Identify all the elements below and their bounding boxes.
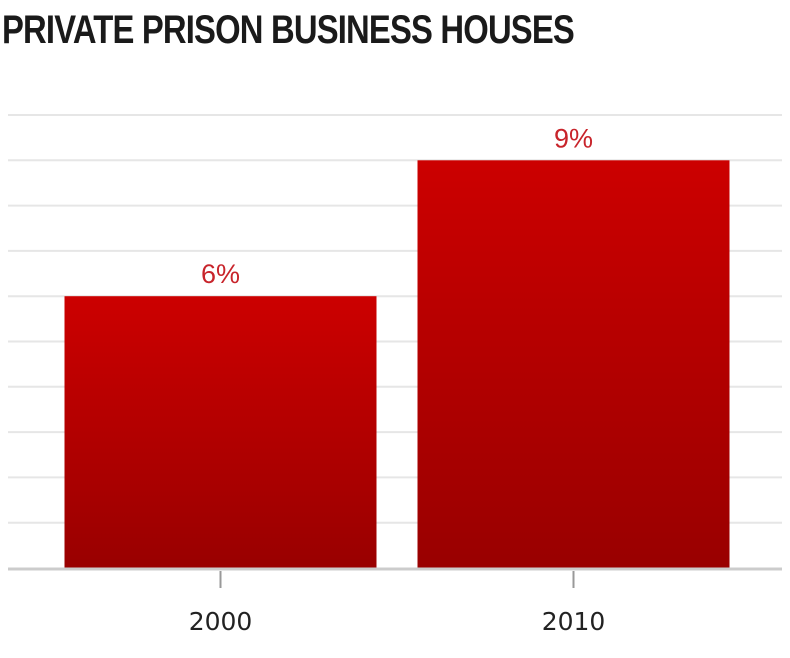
x-tick-label-2010: 2010 bbox=[542, 607, 606, 636]
x-tick-label-2000: 2000 bbox=[189, 607, 253, 636]
chart-title: PRIVATE PRISON BUSINESS HOUSES bbox=[2, 8, 575, 52]
x-axis bbox=[8, 567, 782, 588]
labels: 6% 9% 2000 2010 bbox=[189, 123, 606, 636]
value-label-2010: 9% bbox=[554, 123, 593, 153]
bar-2010 bbox=[417, 160, 730, 569]
bar-2000 bbox=[64, 296, 377, 568]
value-label-2000: 6% bbox=[201, 259, 240, 289]
bars bbox=[64, 160, 730, 569]
